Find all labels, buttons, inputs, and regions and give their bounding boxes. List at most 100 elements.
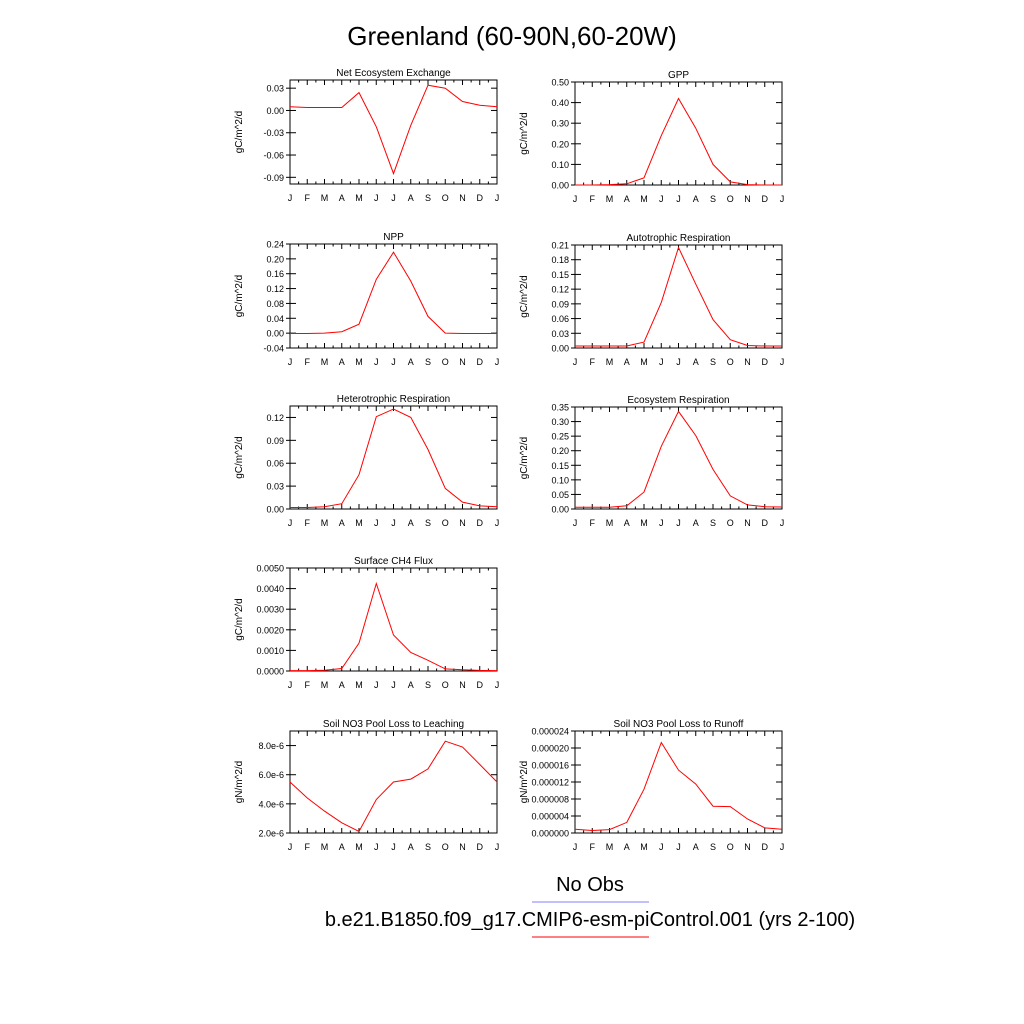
x-tick-label: A xyxy=(624,518,630,528)
x-tick-label: M xyxy=(355,680,363,690)
x-tick-label: J xyxy=(659,842,664,852)
x-tick-label: J xyxy=(288,193,293,203)
y-axis-label: gC/m^2/d xyxy=(234,111,245,154)
x-tick-label: D xyxy=(762,357,769,367)
x-tick-label: M xyxy=(355,357,363,367)
x-tick-label: J xyxy=(391,680,396,690)
y-tick-label: 0.40 xyxy=(551,98,569,108)
x-tick-label: J xyxy=(374,842,379,852)
x-tick-label: A xyxy=(624,357,630,367)
x-tick-label: S xyxy=(425,193,431,203)
y-axis-label: gN/m^2/d xyxy=(519,761,530,804)
x-tick-label: N xyxy=(459,680,466,690)
x-tick-label: N xyxy=(459,193,466,203)
y-tick-label: 0.12 xyxy=(266,413,284,423)
series-line xyxy=(575,246,782,347)
y-tick-label: 0.18 xyxy=(551,255,569,265)
x-tick-label: A xyxy=(624,194,630,204)
y-tick-label: 0.25 xyxy=(551,432,569,442)
y-tick-label: 0.09 xyxy=(266,436,284,446)
legend-label: No Obs xyxy=(556,874,624,896)
x-tick-label: J xyxy=(495,357,500,367)
x-tick-label: F xyxy=(305,518,311,528)
panel-title: Surface CH4 Flux xyxy=(354,556,433,567)
x-tick-label: J xyxy=(391,357,396,367)
x-tick-label: N xyxy=(744,194,751,204)
x-tick-label: J xyxy=(676,194,681,204)
panel-title: Heterotrophic Respiration xyxy=(337,394,450,405)
y-tick-label: 0.20 xyxy=(266,254,284,264)
x-tick-label: J xyxy=(573,194,578,204)
x-tick-label: M xyxy=(321,193,329,203)
y-tick-label: -0.06 xyxy=(263,151,284,161)
x-tick-label: D xyxy=(477,680,484,690)
y-tick-label: 8.0e-6 xyxy=(258,741,284,751)
panel-title: Soil NO3 Pool Loss to Runoff xyxy=(614,719,744,730)
x-tick-label: A xyxy=(408,518,414,528)
x-tick-label: N xyxy=(459,842,466,852)
y-axis-label: gC/m^2/d xyxy=(519,437,530,480)
y-tick-label: 2.0e-6 xyxy=(258,829,284,839)
x-tick-label: J xyxy=(288,842,293,852)
x-tick-label: O xyxy=(442,193,449,203)
series-line xyxy=(290,408,498,508)
y-tick-label: 0.00 xyxy=(266,505,284,515)
y-tick-label: 0.50 xyxy=(551,78,569,88)
y-tick-label: 0.0000 xyxy=(256,667,284,677)
x-tick-label: J xyxy=(676,842,681,852)
x-tick-label: F xyxy=(590,518,596,528)
x-tick-label: N xyxy=(459,518,466,528)
x-tick-label: J xyxy=(374,357,379,367)
x-tick-label: A xyxy=(339,842,345,852)
panel-title: Soil NO3 Pool Loss to Leaching xyxy=(323,719,464,730)
x-tick-label: J xyxy=(495,680,500,690)
x-tick-label: N xyxy=(744,842,751,852)
y-tick-label: 0.12 xyxy=(551,285,569,295)
x-tick-label: M xyxy=(640,194,648,204)
y-tick-label: 0.15 xyxy=(551,270,569,280)
x-tick-label: J xyxy=(391,518,396,528)
x-tick-label: S xyxy=(425,357,431,367)
legend-label: b.e21.B1850.f09_g17.CMIP6-esm-piControl.… xyxy=(325,909,855,931)
y-tick-label: 0.30 xyxy=(551,119,569,129)
x-tick-label: J xyxy=(391,842,396,852)
panel-title: Ecosystem Respiration xyxy=(627,395,729,406)
y-tick-label: 0.0010 xyxy=(256,646,284,656)
x-tick-label: S xyxy=(710,194,716,204)
x-tick-label: D xyxy=(477,518,484,528)
plot-frame xyxy=(574,244,783,349)
x-tick-label: S xyxy=(710,518,716,528)
x-tick-label: J xyxy=(374,680,379,690)
y-tick-label: 0.0030 xyxy=(256,605,284,615)
series-line xyxy=(575,410,783,508)
x-tick-label: A xyxy=(408,193,414,203)
x-tick-label: J xyxy=(495,518,500,528)
x-tick-label: F xyxy=(305,357,311,367)
x-tick-label: M xyxy=(355,518,363,528)
plot-frame xyxy=(574,81,783,186)
x-tick-label: A xyxy=(693,194,699,204)
y-tick-label: -0.03 xyxy=(263,128,284,138)
plot-frame xyxy=(289,243,498,349)
y-tick-label: 0.000004 xyxy=(531,812,569,822)
y-tick-label: 0.16 xyxy=(266,269,284,279)
x-tick-label: M xyxy=(321,680,329,690)
x-tick-label: J xyxy=(391,193,396,203)
x-tick-label: J xyxy=(374,518,379,528)
chart-panel: Soil NO3 Pool Loss to Leaching gN/m^2/d J F… xyxy=(234,719,499,852)
x-tick-label: J xyxy=(780,842,785,852)
y-tick-label: 0.000012 xyxy=(531,778,569,788)
x-tick-label: S xyxy=(425,842,431,852)
x-tick-label: A xyxy=(339,357,345,367)
x-tick-label: M xyxy=(606,357,614,367)
y-tick-label: 0.000024 xyxy=(531,727,569,737)
y-tick-label: 0.03 xyxy=(266,482,284,492)
y-tick-label: 0.06 xyxy=(266,459,284,469)
x-tick-label: M xyxy=(640,357,648,367)
y-tick-label: 0.30 xyxy=(551,417,569,427)
plot-frame xyxy=(289,79,498,185)
